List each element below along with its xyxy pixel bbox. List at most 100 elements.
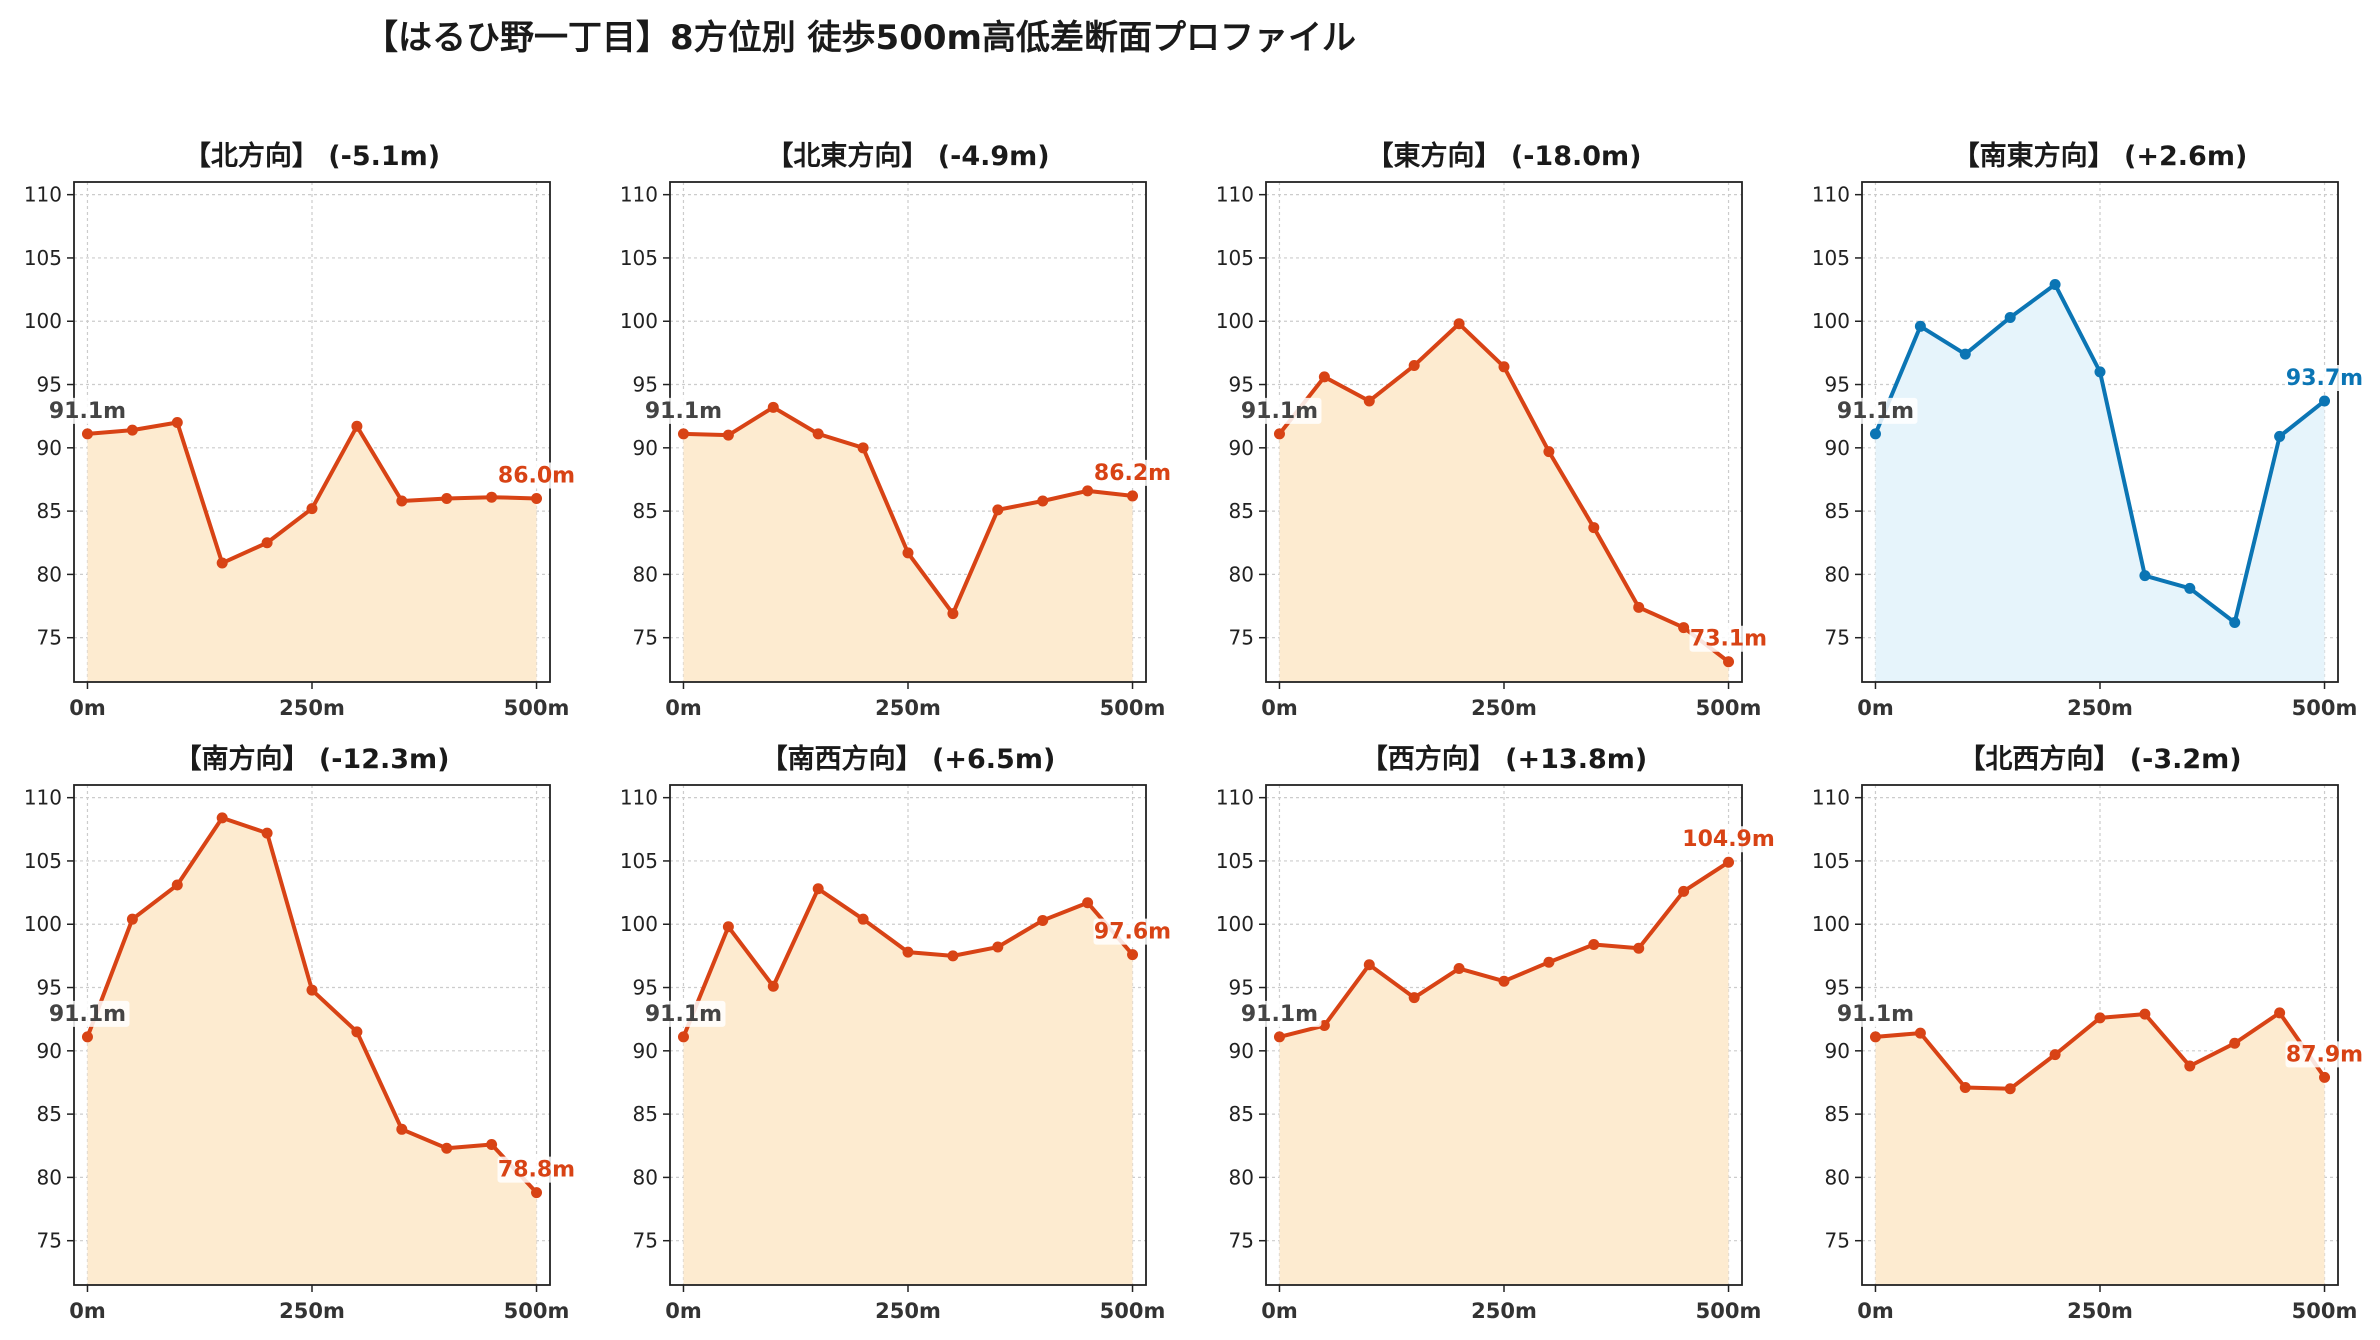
end-label-box xyxy=(1689,625,1768,652)
data-point xyxy=(2229,617,2241,629)
area-fill xyxy=(1875,284,2325,682)
x-tick-label: 250m xyxy=(279,696,345,720)
data-point xyxy=(1723,856,1735,868)
y-tick-label: 110 xyxy=(24,183,62,207)
y-tick-label: 105 xyxy=(620,849,658,873)
data-point xyxy=(171,879,183,891)
chart-panel-5: 【南方向】 (-12.3m) 75 80 85 90 95 100 105 110 0m 250m 5… xyxy=(24,743,576,1323)
data-point xyxy=(2319,1071,2331,1083)
data-point xyxy=(216,557,228,569)
end-label-box xyxy=(2285,364,2364,391)
chart-panel-1: 【北方向】 (-5.1m) 75 80 85 90 95 100 105 110 0m 250m 50… xyxy=(24,140,576,720)
data-point xyxy=(1543,956,1555,968)
start-label: 91.1m xyxy=(49,1002,126,1027)
chart-panel-3: 【東方向】 (-18.0m) 75 80 85 90 95 100 105 110 0m 250m 5… xyxy=(1216,140,1768,720)
data-point xyxy=(1914,1027,1926,1039)
y-tick-label: 80 xyxy=(37,1165,62,1189)
y-tick-label: 110 xyxy=(1812,786,1850,810)
x-tick-label: 500m xyxy=(1100,696,1166,720)
area-fill xyxy=(683,407,1133,682)
y-tick-label: 105 xyxy=(620,246,658,270)
chart-panel-2: 【北東方向】 (-4.9m) 75 80 85 90 95 100 105 110 0m 250m 5… xyxy=(620,140,1172,720)
x-tick-label: 500m xyxy=(2292,696,2358,720)
data-point xyxy=(441,492,453,504)
y-tick-label: 100 xyxy=(24,309,62,333)
data-point xyxy=(1363,395,1375,407)
data-point xyxy=(351,420,363,432)
y-tick-label: 100 xyxy=(620,309,658,333)
y-tick-label: 85 xyxy=(1825,499,1850,523)
y-tick-label: 100 xyxy=(1812,912,1850,936)
data-point xyxy=(767,401,779,413)
data-point xyxy=(1723,656,1735,668)
y-tick-label: 95 xyxy=(633,373,658,397)
data-point xyxy=(2049,1049,2061,1061)
data-point xyxy=(677,428,689,440)
data-point xyxy=(2004,1083,2016,1095)
x-tick-label: 0m xyxy=(69,696,106,720)
y-tick-label: 85 xyxy=(1229,499,1254,523)
panel-title: 【西方向】 (+13.8m) xyxy=(1361,743,1647,775)
end-label: 78.8m xyxy=(498,1158,575,1183)
data-point xyxy=(2004,311,2016,323)
data-point xyxy=(767,980,779,992)
data-point xyxy=(1588,522,1600,534)
y-tick-label: 85 xyxy=(37,499,62,523)
y-tick-label: 90 xyxy=(1825,1039,1850,1063)
y-tick-label: 85 xyxy=(1229,1102,1254,1126)
y-tick-label: 100 xyxy=(1216,912,1254,936)
panel-title: 【北西方向】 (-3.2m) xyxy=(1958,743,2241,775)
y-tick-label: 85 xyxy=(633,1102,658,1126)
data-point xyxy=(1037,914,1049,926)
area-fill xyxy=(87,817,537,1285)
y-tick-label: 110 xyxy=(1216,183,1254,207)
end-label: 86.0m xyxy=(498,463,575,488)
y-tick-label: 90 xyxy=(37,436,62,460)
data-point xyxy=(992,941,1004,953)
y-tick-label: 110 xyxy=(620,786,658,810)
end-label: 73.1m xyxy=(1690,627,1767,652)
data-point xyxy=(1588,938,1600,950)
data-point xyxy=(261,827,273,839)
end-label-box xyxy=(1682,826,1775,853)
y-tick-label: 110 xyxy=(1216,786,1254,810)
data-point xyxy=(677,1031,689,1043)
data-point xyxy=(1082,485,1094,497)
start-label-box xyxy=(1237,1000,1322,1027)
chart-panel-8: 【北西方向】 (-3.2m) 75 80 85 90 95 100 105 110 0m 250m 5… xyxy=(1812,743,2364,1323)
end-label-box xyxy=(497,462,576,489)
x-tick-label: 500m xyxy=(1100,1299,1166,1323)
y-tick-label: 110 xyxy=(620,183,658,207)
data-point xyxy=(1408,992,1420,1004)
y-tick-label: 105 xyxy=(1216,246,1254,270)
data-point xyxy=(1678,622,1690,634)
start-label-box xyxy=(1833,397,1918,424)
y-tick-label: 105 xyxy=(24,849,62,873)
end-label-box xyxy=(1093,459,1172,486)
x-tick-label: 250m xyxy=(1471,1299,1537,1323)
end-label: 104.9m xyxy=(1682,827,1775,852)
y-tick-label: 95 xyxy=(37,373,62,397)
data-point xyxy=(1273,1031,1285,1043)
area-fill xyxy=(1279,862,1729,1285)
data-point xyxy=(857,913,869,925)
data-point xyxy=(2139,570,2151,582)
start-label: 91.1m xyxy=(49,399,126,424)
data-point xyxy=(992,504,1004,516)
end-label: 87.9m xyxy=(2286,1042,2363,1067)
data-point xyxy=(486,491,498,503)
panel-title: 【北東方向】 (-4.9m) xyxy=(766,140,1049,172)
panel-title: 【南方向】 (-12.3m) xyxy=(174,743,449,775)
data-point xyxy=(1543,446,1555,458)
data-point xyxy=(171,417,183,429)
y-tick-label: 95 xyxy=(633,976,658,1000)
x-tick-label: 250m xyxy=(279,1299,345,1323)
x-tick-label: 500m xyxy=(504,696,570,720)
y-tick-label: 100 xyxy=(1812,309,1850,333)
data-point xyxy=(947,608,959,620)
y-tick-label: 90 xyxy=(1229,436,1254,460)
data-point xyxy=(2184,1060,2196,1072)
data-point xyxy=(902,946,914,958)
y-tick-label: 85 xyxy=(1825,1102,1850,1126)
end-label-box xyxy=(1093,918,1172,945)
